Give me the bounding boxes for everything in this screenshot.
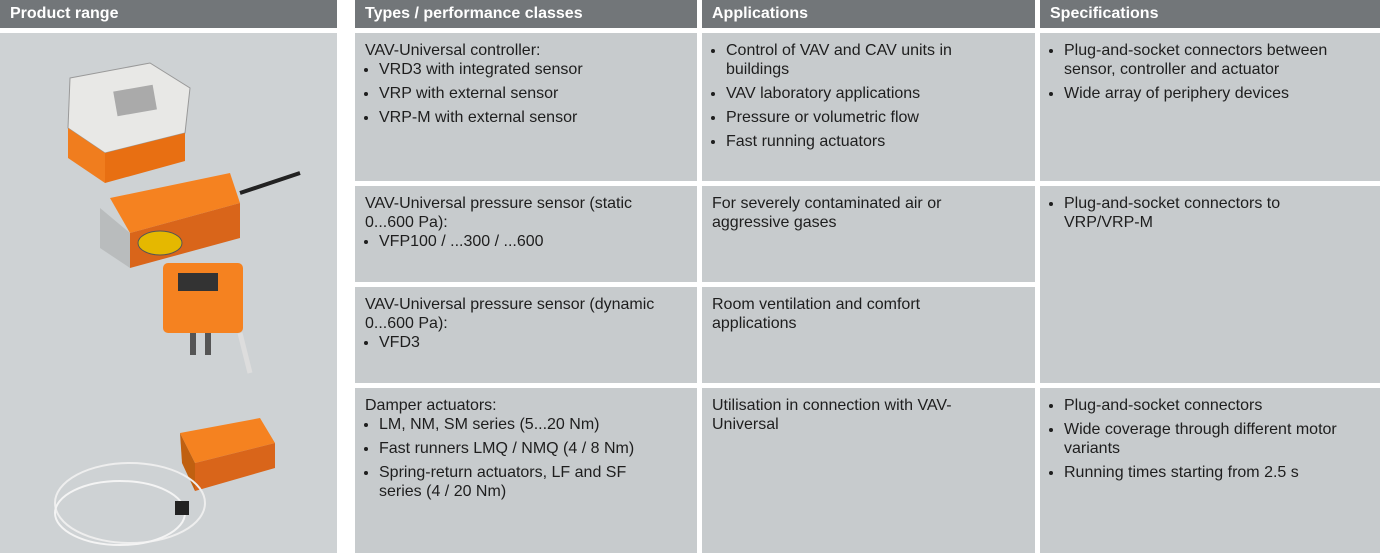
- cell-text: Utilisation in connection with VAV-Unive…: [712, 397, 952, 433]
- controller-image: [67, 62, 191, 183]
- bullet-list: Plug-and-socket connectors Wide coverage …: [1050, 396, 1340, 482]
- applications-cell: Control of VAV and CAV units in building…: [702, 33, 1035, 181]
- bullet-item: VAV laboratory applications: [726, 84, 995, 103]
- product-images: [0, 33, 337, 553]
- types-cell: VAV-Universal pressure sensor (dynamic 0…: [355, 287, 697, 383]
- bullet-list: Plug-and-socket connectors to VRP/VRP-M: [1050, 194, 1340, 232]
- cell-intro: VAV-Universal controller:: [365, 42, 541, 59]
- actuator-image: [100, 171, 301, 268]
- bullet-list: LM, NM, SM series (5...20 Nm) Fast runner…: [365, 415, 657, 501]
- cell-intro: Damper actuators:: [365, 397, 497, 414]
- bullet-item: Control of VAV and CAV units in building…: [726, 41, 995, 79]
- bullet-item: Running times starting from 2.5 s: [1064, 463, 1340, 482]
- column-header: Product range: [0, 0, 337, 28]
- bullet-item: Fast runners LMQ / NMQ (4 / 8 Nm): [379, 439, 657, 458]
- bullet-list: Plug-and-socket connectors between senso…: [1050, 41, 1340, 103]
- specifications-cell: Plug-and-socket connectors to VRP/VRP-M: [1040, 186, 1380, 383]
- column-header: Applications: [702, 0, 1035, 28]
- bullet-item: Fast running actuators: [726, 132, 995, 151]
- bullet-item: Plug-and-socket connectors: [1064, 396, 1340, 415]
- product-illustrations: [54, 62, 301, 546]
- column-header: Types / performance classes: [355, 0, 697, 28]
- column-header: Specifications: [1040, 0, 1380, 28]
- specifications-cell: Plug-and-socket connectors between senso…: [1040, 33, 1380, 181]
- bullet-item: VRP with external sensor: [379, 84, 657, 103]
- damper-actuator-image: [54, 418, 275, 546]
- bullet-item: VFP100 / ...300 / ...600: [379, 232, 657, 251]
- bullet-item: Wide coverage through different motor va…: [1064, 420, 1340, 458]
- applications-cell: For severely contaminated air or aggress…: [702, 186, 1035, 282]
- applications-cell: Utilisation in connection with VAV-Unive…: [702, 388, 1035, 553]
- types-cell: VAV-Universal pressure sensor (static 0.…: [355, 186, 697, 282]
- types-cell: VAV-Universal controller:VRD3 with integ…: [355, 33, 697, 181]
- applications-cell: Room ventilation and comfort application…: [702, 287, 1035, 383]
- cell-intro: VAV-Universal pressure sensor (dynamic 0…: [365, 296, 655, 332]
- bullet-item: Wide array of periphery devices: [1064, 84, 1340, 103]
- bullet-item: Spring-return actuators, LF and SF serie…: [379, 463, 657, 501]
- bullet-list: Control of VAV and CAV units in building…: [712, 41, 995, 151]
- bullet-item: VRP-M with external sensor: [379, 108, 657, 127]
- specifications-cell: Plug-and-socket connectors Wide coverage …: [1040, 388, 1380, 553]
- bullet-list: VFD3: [365, 333, 657, 352]
- bullet-item: Pressure or volumetric flow: [726, 108, 995, 127]
- bullet-item: Plug-and-socket connectors to VRP/VRP-M: [1064, 194, 1340, 232]
- bullet-item: LM, NM, SM series (5...20 Nm): [379, 415, 657, 434]
- bullet-item: VRD3 with integrated sensor: [379, 60, 657, 79]
- cell-text: Room ventilation and comfort application…: [712, 296, 921, 332]
- bullet-item: VFD3: [379, 333, 657, 352]
- cell-intro: VAV-Universal pressure sensor (static 0.…: [365, 195, 633, 231]
- bullet-list: VFP100 / ...300 / ...600: [365, 232, 657, 251]
- bullet-item: Plug-and-socket connectors between senso…: [1064, 41, 1340, 79]
- bullet-list: VRD3 with integrated sensor VRP with exte…: [365, 60, 657, 127]
- sensor-image: [163, 263, 253, 374]
- types-cell: Damper actuators:LM, NM, SM series (5...…: [355, 388, 697, 553]
- cell-text: For severely contaminated air or aggress…: [712, 195, 942, 231]
